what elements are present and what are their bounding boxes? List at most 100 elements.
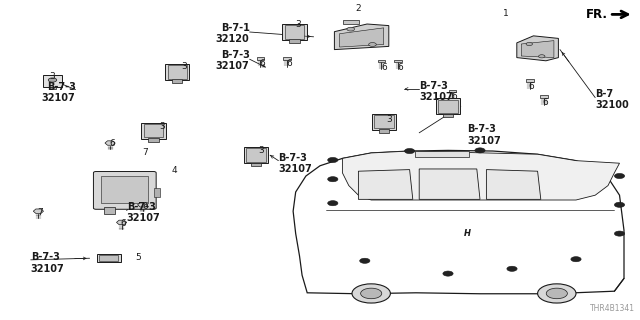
Polygon shape bbox=[486, 170, 541, 199]
Text: B-7-1
32120: B-7-1 32120 bbox=[216, 23, 250, 44]
Bar bbox=[436, 98, 460, 114]
Circle shape bbox=[475, 148, 485, 153]
Polygon shape bbox=[517, 36, 559, 61]
Bar bbox=[246, 148, 266, 162]
Text: 6: 6 bbox=[260, 60, 265, 68]
Text: 7: 7 bbox=[142, 148, 147, 157]
Polygon shape bbox=[358, 170, 413, 199]
Text: 6: 6 bbox=[452, 92, 457, 101]
Bar bbox=[285, 25, 304, 39]
Circle shape bbox=[328, 157, 338, 163]
Bar bbox=[342, 20, 358, 24]
Bar bbox=[251, 163, 261, 166]
Bar bbox=[379, 129, 389, 133]
Bar bbox=[257, 57, 264, 60]
Text: 3: 3 bbox=[296, 20, 301, 29]
Bar bbox=[540, 95, 548, 98]
Bar bbox=[372, 114, 396, 130]
Text: 3: 3 bbox=[387, 115, 392, 124]
Bar bbox=[374, 115, 394, 128]
Text: B-7-3
32107: B-7-3 32107 bbox=[127, 202, 161, 223]
Text: 1: 1 bbox=[503, 9, 508, 18]
Circle shape bbox=[538, 284, 576, 303]
Text: B-7-3
32107: B-7-3 32107 bbox=[278, 153, 312, 174]
Bar bbox=[283, 57, 291, 60]
Bar bbox=[144, 124, 163, 137]
Bar bbox=[154, 188, 160, 197]
Bar bbox=[415, 151, 469, 157]
Bar bbox=[449, 90, 456, 92]
Polygon shape bbox=[521, 41, 554, 58]
Circle shape bbox=[526, 42, 532, 46]
Bar bbox=[43, 75, 62, 87]
Bar bbox=[49, 87, 56, 89]
Bar bbox=[165, 64, 189, 80]
Circle shape bbox=[547, 288, 567, 299]
Bar bbox=[97, 254, 121, 262]
Text: 2: 2 bbox=[356, 4, 361, 13]
Text: 6: 6 bbox=[121, 220, 126, 228]
Bar bbox=[289, 39, 300, 43]
Polygon shape bbox=[138, 203, 148, 207]
Bar bbox=[394, 60, 402, 62]
Bar bbox=[378, 60, 385, 62]
Polygon shape bbox=[116, 220, 127, 225]
Circle shape bbox=[614, 173, 625, 179]
Bar bbox=[172, 79, 182, 83]
Text: 3: 3 bbox=[181, 62, 186, 71]
Polygon shape bbox=[335, 24, 389, 50]
Text: 6: 6 bbox=[109, 140, 115, 148]
Text: 6: 6 bbox=[398, 63, 403, 72]
Bar bbox=[104, 207, 115, 214]
Bar bbox=[148, 138, 159, 142]
Circle shape bbox=[360, 258, 370, 263]
Text: 6: 6 bbox=[287, 60, 292, 68]
Circle shape bbox=[571, 257, 581, 262]
Text: THR4B1341: THR4B1341 bbox=[590, 304, 635, 313]
Text: B-7-3
32107: B-7-3 32107 bbox=[467, 124, 501, 146]
Text: B-7-3
32107: B-7-3 32107 bbox=[419, 81, 453, 102]
Text: H: H bbox=[464, 229, 470, 238]
Circle shape bbox=[614, 231, 625, 236]
Text: 3: 3 bbox=[259, 146, 264, 155]
Polygon shape bbox=[342, 151, 620, 200]
Text: 6: 6 bbox=[543, 98, 548, 107]
Text: 7: 7 bbox=[37, 208, 42, 217]
Circle shape bbox=[538, 55, 545, 58]
Circle shape bbox=[369, 43, 376, 46]
Bar bbox=[438, 100, 458, 113]
Bar bbox=[244, 147, 268, 163]
Circle shape bbox=[328, 201, 338, 206]
Circle shape bbox=[443, 271, 453, 276]
Text: 4: 4 bbox=[172, 166, 177, 175]
Circle shape bbox=[328, 177, 338, 182]
Bar bbox=[443, 114, 453, 117]
Text: B-7-3
32107: B-7-3 32107 bbox=[42, 82, 76, 103]
Circle shape bbox=[48, 78, 57, 82]
Bar bbox=[141, 123, 166, 139]
Polygon shape bbox=[340, 28, 384, 47]
Circle shape bbox=[361, 288, 381, 299]
Polygon shape bbox=[105, 141, 115, 145]
Circle shape bbox=[614, 202, 625, 207]
Bar bbox=[526, 79, 534, 82]
Text: FR.: FR. bbox=[586, 8, 608, 21]
Circle shape bbox=[352, 284, 390, 303]
Circle shape bbox=[507, 266, 517, 271]
Text: 3: 3 bbox=[50, 72, 55, 81]
Text: 5: 5 bbox=[136, 253, 141, 262]
Bar bbox=[101, 176, 148, 203]
Text: 6: 6 bbox=[381, 63, 387, 72]
Circle shape bbox=[404, 148, 415, 154]
Text: B-7
32100: B-7 32100 bbox=[595, 89, 629, 110]
Bar bbox=[99, 255, 118, 261]
Text: B-7-3
32107: B-7-3 32107 bbox=[31, 252, 65, 274]
Text: 6: 6 bbox=[143, 202, 148, 211]
Circle shape bbox=[347, 27, 355, 31]
Text: 6: 6 bbox=[529, 82, 534, 91]
Bar bbox=[168, 65, 187, 79]
Polygon shape bbox=[33, 209, 44, 213]
Bar bbox=[282, 24, 307, 40]
Polygon shape bbox=[419, 169, 480, 199]
FancyBboxPatch shape bbox=[93, 172, 156, 209]
